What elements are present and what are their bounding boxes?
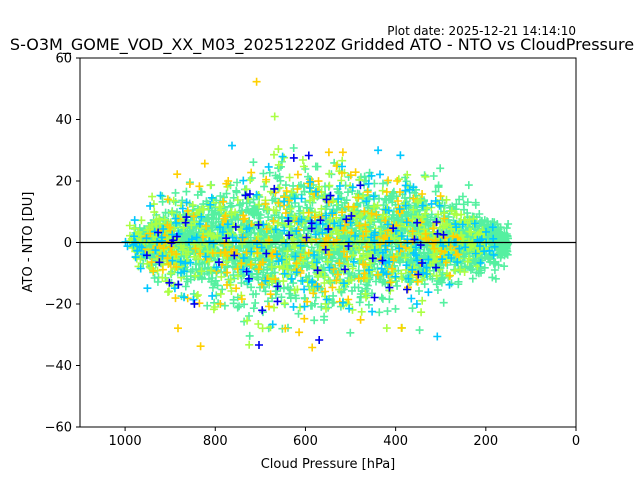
scatter-markers [121, 141, 499, 341]
chart-title: S-O3M_GOME_VOD_XX_M03_20251220Z Gridded … [10, 35, 634, 55]
x-tick-label: 0 [572, 434, 580, 449]
x-tick-label: 1000 [109, 434, 142, 449]
plot-date-text: Plot date: 2025-12-21 14:14:10 [387, 24, 576, 38]
y-tick-label: 60 [55, 52, 72, 67]
scatter-points [121, 77, 513, 352]
y-tick-label: −60 [45, 421, 72, 436]
scatter-series-blue [142, 151, 448, 349]
x-axis-ticks: 1000 800 600 400 200 0 [109, 427, 580, 449]
y-tick-label: 0 [64, 236, 72, 251]
scatter-markers [142, 151, 448, 349]
x-tick-label: 800 [203, 434, 228, 449]
x-axis-label: Cloud Pressure [hPa] [261, 457, 396, 472]
y-tick-label: −20 [45, 298, 72, 313]
x-tick-label: 200 [473, 434, 498, 449]
x-tick-label: 400 [383, 434, 408, 449]
y-tick-label: 20 [55, 175, 72, 190]
y-axis-label: ATO - NTO [DU] [21, 192, 36, 293]
scatter-series-cyan [121, 141, 499, 341]
y-tick-label: −40 [45, 359, 72, 374]
y-axis-ticks: −60 −40 −20 0 20 40 60 [45, 52, 80, 436]
y-tick-label: 40 [55, 113, 72, 128]
x-tick-label: 600 [293, 434, 318, 449]
